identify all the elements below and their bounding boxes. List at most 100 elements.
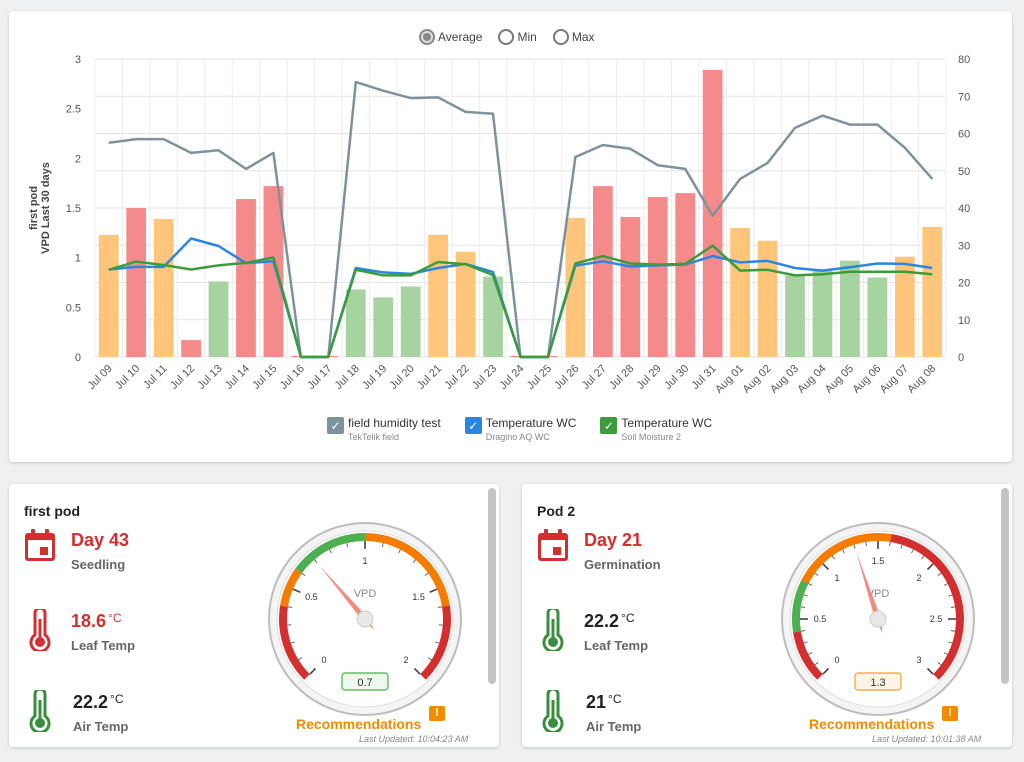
- x-tick-label: Jul 13: [195, 363, 224, 392]
- vpd-bar[interactable]: [867, 277, 888, 357]
- y-left-tick-label: 1: [75, 253, 81, 265]
- x-tick-label: Jul 26: [552, 363, 581, 392]
- vpd-bar[interactable]: [840, 260, 860, 357]
- air-temp-number: 21: [586, 692, 607, 712]
- vpd-bar[interactable]: [373, 297, 394, 357]
- gauge-band: [280, 568, 302, 607]
- y-left-tick-label: 3: [75, 54, 81, 66]
- legend-sublabel: Soil Moisture 2: [621, 432, 681, 442]
- radio-min-indicator[interactable]: [498, 29, 515, 45]
- x-tick-label: Jul 24: [497, 363, 526, 392]
- leaf-temp-label: Leaf Temp: [71, 638, 136, 653]
- vpd-bar[interactable]: [181, 340, 201, 357]
- y-right-tick-label: 30: [958, 240, 970, 252]
- radio-min-label: Min: [517, 30, 537, 44]
- x-tick-label: Jul 20: [388, 363, 417, 392]
- gauge-tick-label: 2: [917, 573, 922, 583]
- legend-item-humidity[interactable]: ✓ field humidity test TekTelik field: [327, 416, 441, 442]
- pod-title: Pod 2: [537, 503, 576, 519]
- gauge-tick-label: 2.5: [930, 614, 943, 624]
- air-temp-thermometer-icon: [29, 690, 51, 732]
- vpd-bar[interactable]: [922, 226, 943, 357]
- legend-checkbox-icon[interactable]: ✓: [464, 417, 482, 434]
- vpd-bar[interactable]: [455, 251, 476, 357]
- vpd-bar[interactable]: [153, 218, 174, 357]
- gauge-band: [792, 579, 809, 633]
- vpd-bar[interactable]: [730, 227, 750, 357]
- aggregation-radio-group: Average Min Max: [419, 29, 595, 45]
- gauge-tick: [314, 559, 318, 563]
- vpd-gauge: 0 0.5 1 1.5 2 VPD 0.7: [268, 522, 462, 716]
- recommendations-link[interactable]: Recommendations: [809, 716, 935, 732]
- gauge-tick: [814, 572, 819, 576]
- vpd-bar[interactable]: [565, 217, 586, 357]
- gauge-tick: [951, 606, 956, 608]
- scrollbar[interactable]: [488, 488, 496, 684]
- air-temp-thermometer-icon: [542, 690, 564, 732]
- gauge-value: 1.3: [870, 677, 885, 689]
- y-right-tick-label: 40: [958, 203, 970, 215]
- gauge-tick: [427, 657, 432, 661]
- vpd-bar[interactable]: [647, 197, 668, 357]
- radio-max[interactable]: Max: [552, 29, 595, 45]
- scrollbar[interactable]: [1001, 488, 1009, 684]
- x-tick-label: Jul 30: [662, 363, 691, 392]
- warning-icon[interactable]: !: [429, 706, 445, 721]
- gauge-tick: [435, 641, 440, 644]
- gauge-tick: [803, 641, 808, 644]
- leaf-temp-unit: °C: [108, 611, 122, 625]
- gauge-tick-label: 1.5: [872, 556, 885, 566]
- warning-icon[interactable]: !: [942, 706, 958, 721]
- vpd-bar[interactable]: [236, 199, 256, 357]
- leaf-temp-number: 18.6: [71, 611, 107, 631]
- growth-stage: Seedling: [71, 557, 126, 572]
- gauge-tick: [865, 541, 867, 546]
- radio-min[interactable]: Min: [498, 29, 537, 45]
- gauge-tick-label: 1: [834, 573, 839, 583]
- vpd-bar[interactable]: [126, 208, 147, 357]
- vpd-bar[interactable]: [208, 281, 229, 357]
- series-line[interactable]: [108, 244, 933, 359]
- gauge-tick-label: 0.5: [814, 614, 827, 624]
- x-tick-label: Jul 18: [333, 363, 362, 392]
- gauge-tick: [822, 563, 830, 571]
- y-right-tick-label: 60: [958, 129, 970, 141]
- leaf-temp-label: Leaf Temp: [584, 638, 649, 653]
- last-updated: Last Updated: 10:01:38 AM: [872, 734, 982, 744]
- x-tick-label: Jul 15: [250, 363, 279, 392]
- vpd-bar[interactable]: [592, 186, 613, 357]
- vpd-bar[interactable]: [812, 270, 833, 357]
- vpd-bar[interactable]: [98, 234, 119, 357]
- legend-checkbox-icon[interactable]: ✓: [600, 417, 618, 434]
- gauge-band: [793, 631, 823, 680]
- gauge-tick: [948, 641, 953, 644]
- vpd-bar[interactable]: [263, 186, 284, 357]
- day-count: Day 21: [584, 530, 643, 550]
- gauge-value-box: [341, 672, 389, 691]
- gauge-tick: [926, 563, 934, 571]
- gauge-tick: [937, 662, 942, 666]
- legend-item-temperature-soil[interactable]: ✓ Temperature WC Soil Moisture 2: [600, 416, 712, 442]
- radio-average-indicator[interactable]: [419, 29, 435, 45]
- recommendations-link[interactable]: Recommendations: [296, 716, 422, 732]
- radio-max-indicator[interactable]: [552, 29, 569, 45]
- gauge-tick-label: 1.5: [412, 592, 425, 602]
- vpd-bar[interactable]: [345, 289, 366, 357]
- vpd-bar[interactable]: [428, 234, 449, 357]
- radio-average[interactable]: Average: [419, 29, 482, 45]
- vpd-bar[interactable]: [620, 216, 641, 357]
- radio-average-label: Average: [438, 30, 483, 44]
- legend-item-temperature-dragino[interactable]: ✓ Temperature WC Dragino AQ WC: [464, 416, 576, 442]
- y-right-tick-label: 0: [958, 352, 964, 364]
- vpd-bar[interactable]: [675, 193, 696, 357]
- vpd-bar[interactable]: [894, 256, 915, 357]
- legend-sublabel: TekTelik field: [348, 432, 400, 442]
- vpd-bar[interactable]: [785, 275, 805, 357]
- vpd-bar[interactable]: [757, 240, 778, 357]
- gauge-tick: [926, 667, 934, 675]
- legend-checkbox-icon[interactable]: ✓: [327, 417, 344, 434]
- vpd-bar[interactable]: [483, 276, 503, 357]
- vpd-bar[interactable]: [400, 286, 421, 357]
- air-temp-unit: °C: [608, 692, 622, 706]
